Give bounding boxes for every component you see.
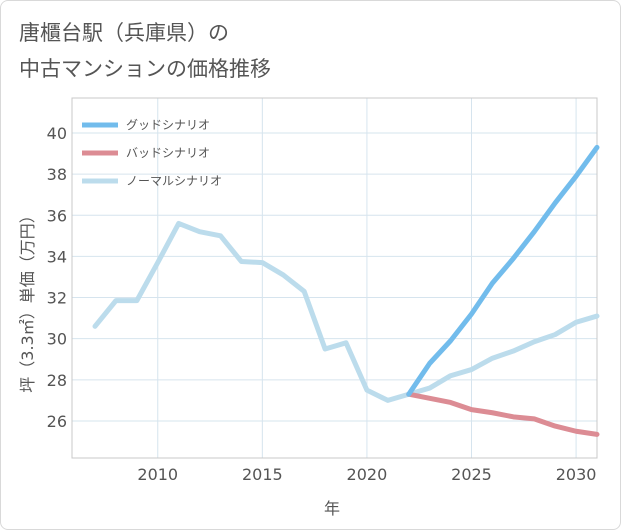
series-line-2 bbox=[92, 220, 600, 403]
chart-title: 唐櫃台駅（兵庫県）の 中古マンションの価格推移 bbox=[19, 15, 271, 87]
chart-title-line1: 唐櫃台駅（兵庫県）の bbox=[19, 21, 229, 45]
y-tick-label: 28 bbox=[47, 371, 67, 390]
y-axis-label: 坪（3.3㎡）単価（万円） bbox=[18, 207, 37, 392]
series-line-1 bbox=[406, 391, 600, 437]
x-tick-label: 2010 bbox=[137, 465, 178, 484]
plot-frame bbox=[71, 97, 598, 459]
y-tick-label: 30 bbox=[47, 330, 67, 349]
chart-title-line2: 中古マンションの価格推移 bbox=[19, 57, 271, 81]
x-tick-label: 2015 bbox=[242, 465, 283, 484]
y-tick-labels: 26 28 30 32 34 36 38 40 bbox=[47, 124, 67, 431]
legend-label-2: ノーマルシナリオ bbox=[126, 174, 222, 188]
x-tick-label: 2030 bbox=[556, 465, 597, 484]
y-tick-label: 40 bbox=[47, 124, 67, 143]
y-tick-label: 34 bbox=[47, 247, 67, 266]
x-tick-label: 2020 bbox=[347, 465, 388, 484]
y-tick-label: 32 bbox=[47, 289, 67, 308]
x-tick-label: 2025 bbox=[451, 465, 492, 484]
legend-label-1: バッドシナリオ bbox=[126, 146, 210, 160]
y-tick-label: 36 bbox=[47, 206, 67, 225]
series-line-0 bbox=[406, 144, 600, 397]
series-lines bbox=[92, 144, 600, 437]
y-tick-label: 38 bbox=[47, 165, 67, 184]
y-tick-label: 26 bbox=[47, 412, 67, 431]
x-axis-label: 年 bbox=[324, 499, 340, 518]
legend-label-0: グッドシナリオ bbox=[126, 118, 210, 132]
grid-lines bbox=[72, 98, 597, 458]
x-tick-labels: 2010 2015 2020 2025 2030 bbox=[137, 465, 596, 484]
